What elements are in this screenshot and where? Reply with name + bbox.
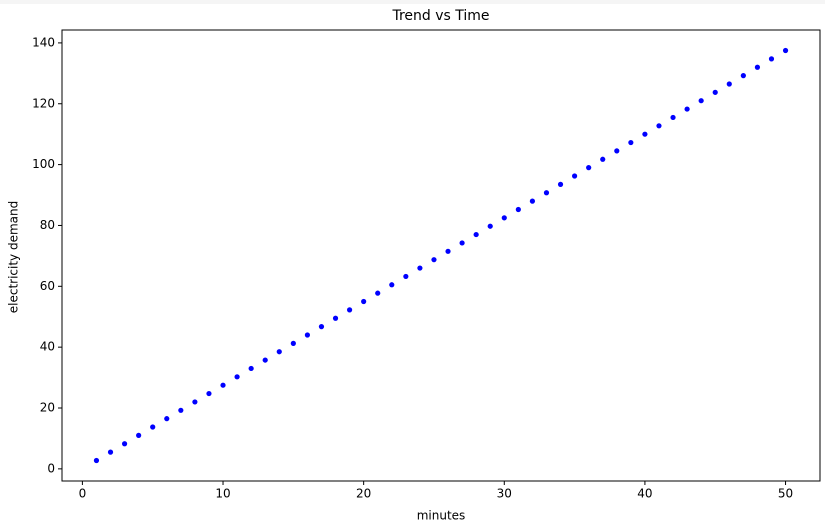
x-tick-label: 30 — [497, 487, 512, 501]
point — [206, 390, 212, 397]
point — [417, 265, 423, 271]
point — [473, 231, 479, 238]
x-axis-label: minutes — [417, 509, 466, 523]
x-tick-label: 0 — [79, 487, 87, 501]
point — [515, 206, 521, 213]
point — [93, 457, 100, 464]
point — [304, 332, 311, 338]
point — [768, 56, 775, 62]
point — [501, 215, 507, 221]
point — [670, 114, 676, 121]
point — [192, 399, 198, 405]
point — [600, 156, 606, 162]
point — [262, 357, 268, 363]
point — [150, 424, 156, 430]
point — [332, 315, 339, 321]
point — [571, 173, 578, 179]
point — [403, 273, 409, 280]
point — [754, 64, 761, 70]
point — [346, 307, 353, 313]
y-tick-label: 140 — [32, 35, 55, 49]
point — [136, 432, 142, 438]
y-tick-label: 0 — [47, 461, 55, 475]
point — [234, 374, 240, 380]
point — [389, 282, 395, 288]
point — [782, 47, 789, 54]
y-tick-label: 120 — [32, 96, 55, 110]
plot-frame — [61, 29, 821, 482]
point — [656, 123, 662, 129]
y-axis-label: electricity demand — [7, 201, 21, 314]
y-tick-label: 20 — [40, 401, 55, 415]
point — [712, 89, 718, 95]
point — [543, 190, 550, 196]
point — [698, 98, 704, 104]
point — [164, 416, 170, 422]
x-tick-label: 40 — [637, 487, 652, 501]
point — [487, 223, 493, 229]
point — [107, 449, 114, 455]
point — [529, 198, 536, 204]
point — [290, 340, 296, 346]
chart-title: Trend vs Time — [391, 8, 489, 24]
point — [684, 106, 690, 112]
point — [628, 139, 634, 146]
point — [726, 81, 732, 87]
point — [220, 382, 226, 388]
top-strip — [0, 0, 825, 4]
x-tick-label: 20 — [356, 487, 371, 501]
x-tick-label: 10 — [215, 487, 230, 501]
point — [557, 181, 564, 187]
y-tick-label: 40 — [40, 340, 55, 354]
point — [248, 365, 254, 372]
point — [361, 298, 367, 305]
point — [178, 407, 184, 413]
point — [445, 248, 451, 254]
point — [586, 165, 592, 171]
point — [431, 257, 437, 263]
point — [318, 324, 325, 330]
point — [740, 73, 746, 79]
point — [276, 349, 282, 355]
y-tick-label: 60 — [40, 279, 55, 293]
y-tick-label: 80 — [40, 218, 55, 232]
point — [614, 148, 620, 154]
x-tick-label: 50 — [778, 487, 793, 501]
point — [459, 240, 465, 246]
point — [121, 441, 128, 447]
point — [642, 131, 648, 137]
y-tick-label: 100 — [32, 157, 55, 171]
point — [375, 290, 381, 296]
